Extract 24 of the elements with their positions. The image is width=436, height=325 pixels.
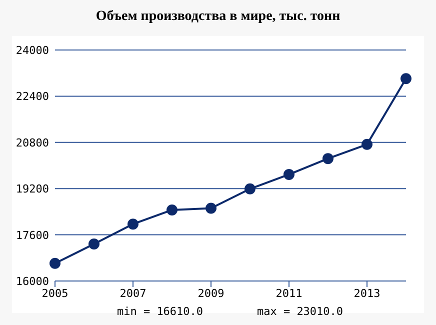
point: [362, 138, 372, 150]
point: [400, 73, 412, 84]
x-tick-label: 2013: [354, 287, 380, 300]
chart-title: Объем производства в мире, тыс. тонн: [96, 9, 340, 24]
point: [88, 238, 100, 250]
point: [166, 204, 178, 216]
x-tick-label: 2011: [276, 287, 302, 300]
point: [244, 183, 256, 194]
y-tick-label: 16000: [16, 275, 49, 288]
point: [50, 258, 60, 269]
y-tick-label: 20800: [16, 136, 49, 150]
x-tick-label: 2007: [120, 287, 146, 300]
y-tick-label: 22400: [16, 90, 49, 104]
y-tick-label: 17600: [16, 228, 49, 242]
text: max = 23010.0: [256, 305, 344, 318]
y-tick-label: 24000: [16, 44, 49, 57]
point: [206, 202, 216, 214]
point: [128, 218, 138, 230]
x-tick-label: 2009: [198, 287, 224, 300]
point: [284, 168, 294, 180]
y-tick-label: 19200: [16, 182, 49, 196]
point: [322, 153, 334, 164]
text: min = 16610.0: [116, 305, 204, 318]
x-tick-label: 2005: [42, 287, 68, 300]
